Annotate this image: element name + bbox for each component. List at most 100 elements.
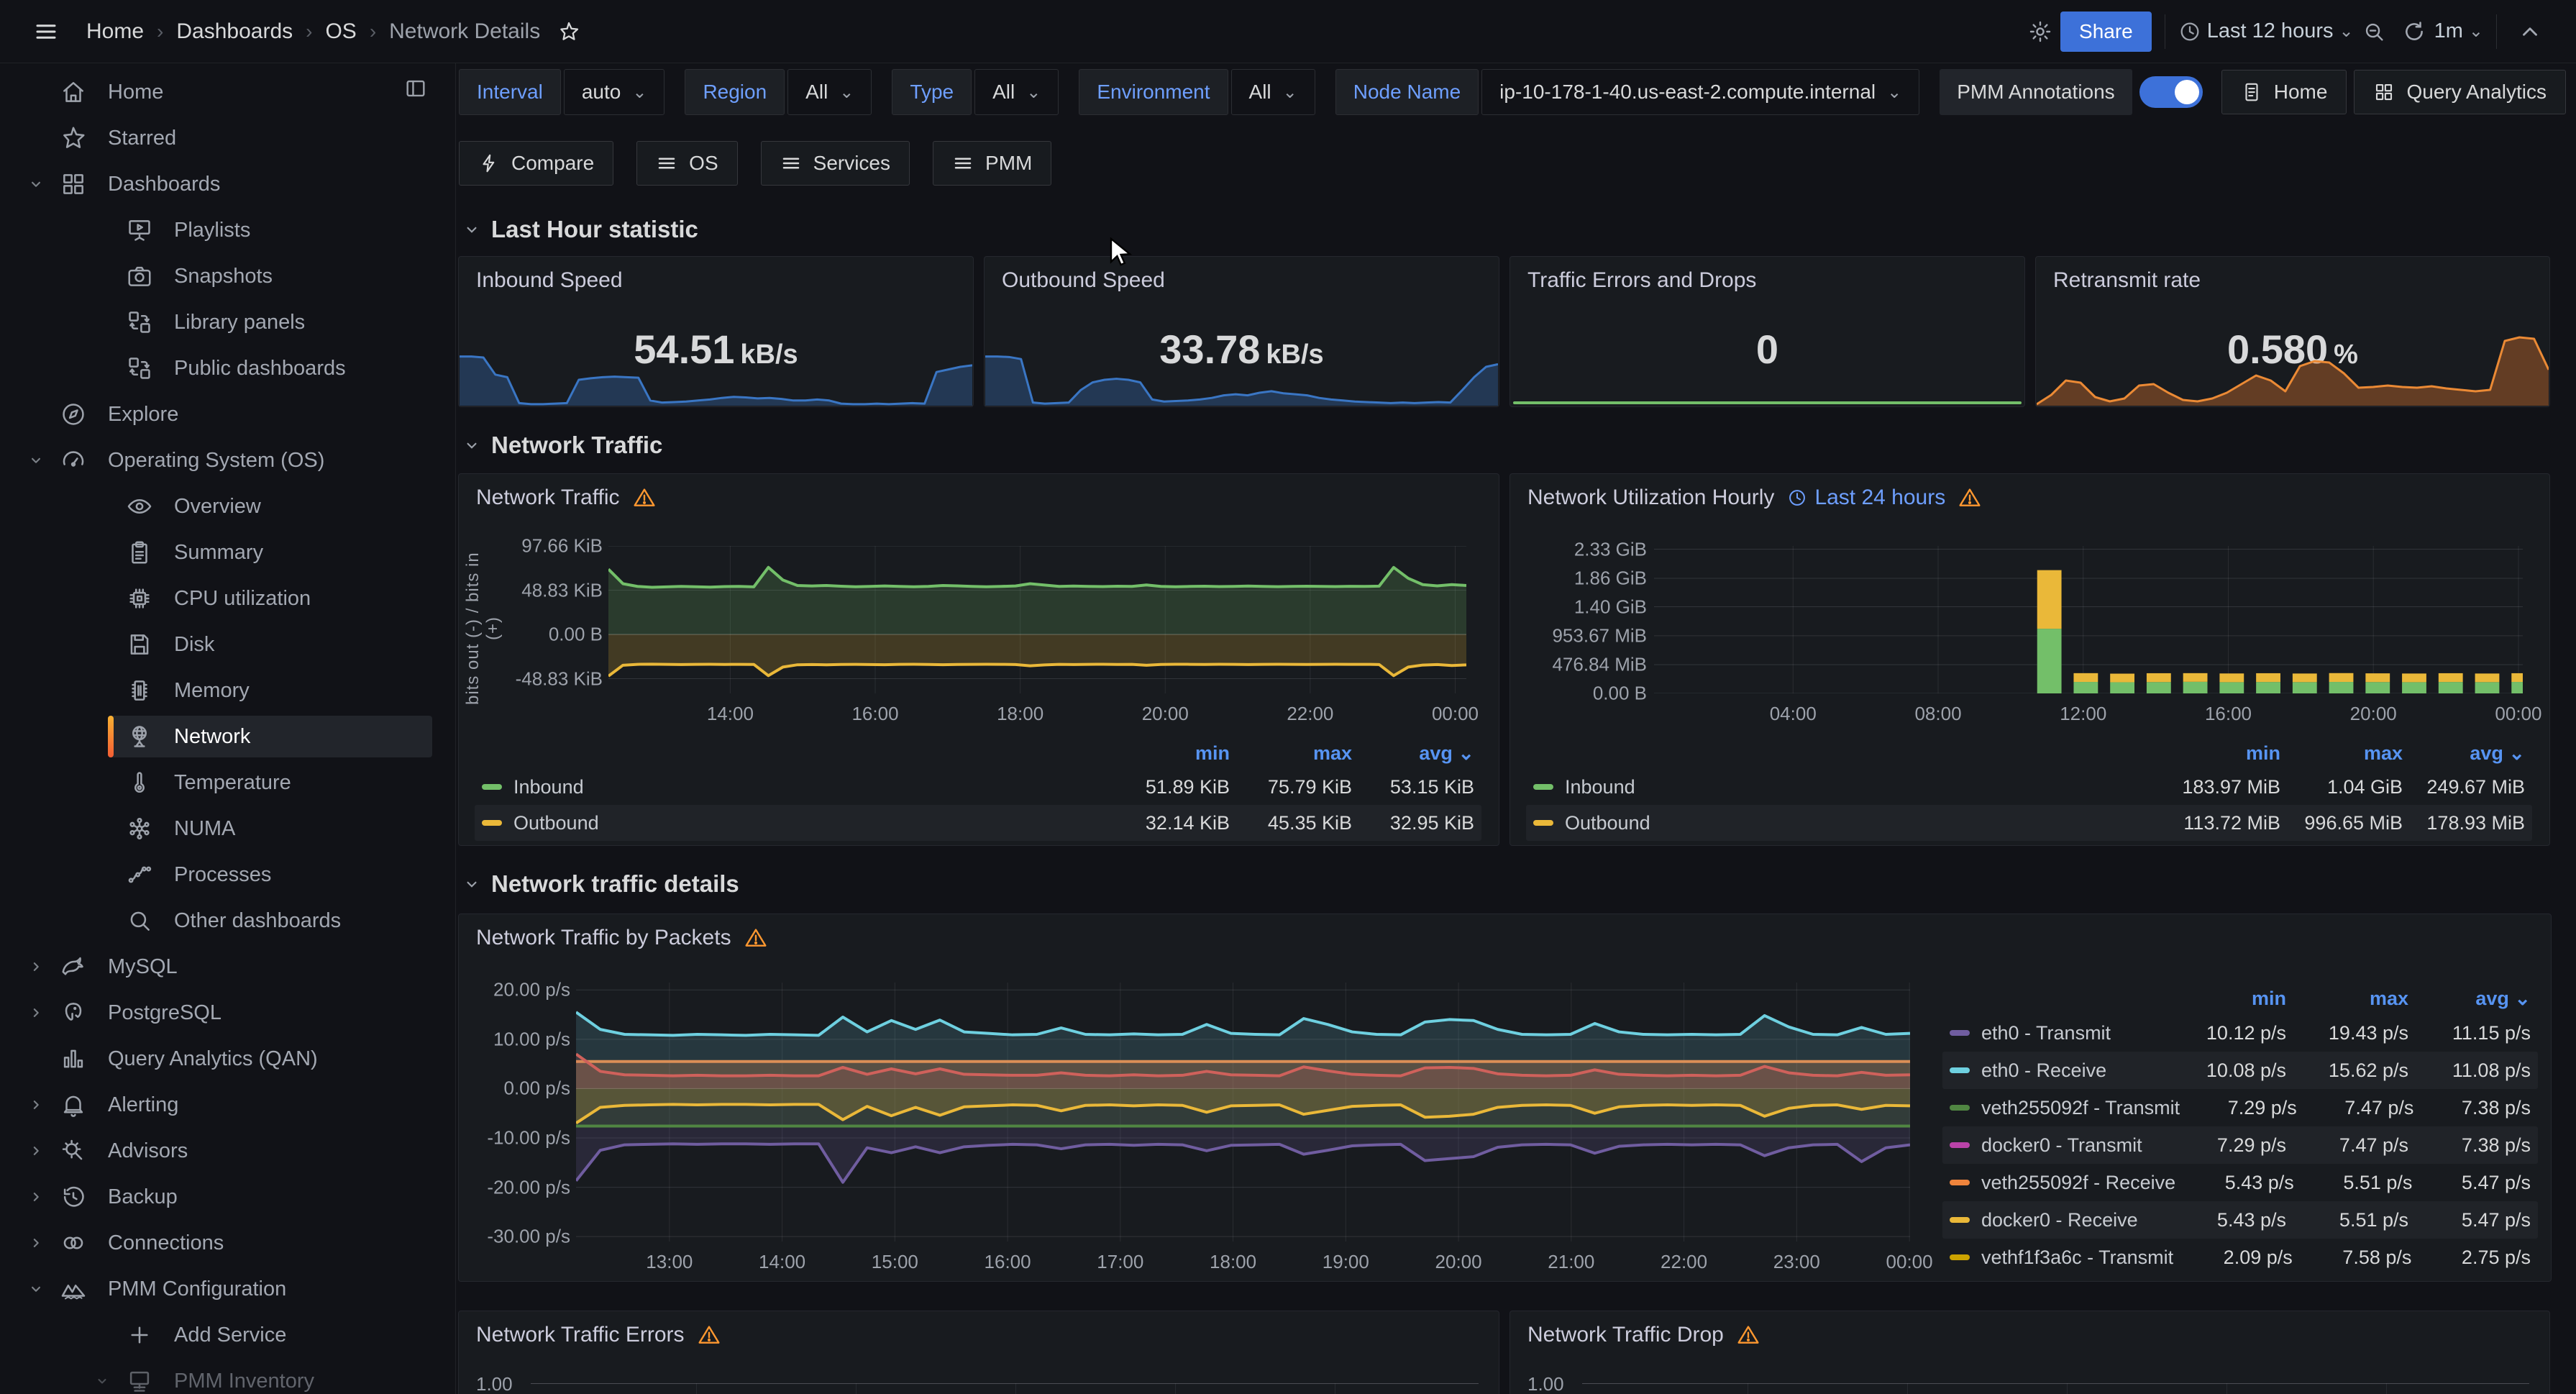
warning-icon[interactable] (633, 486, 656, 509)
warning-icon[interactable] (1737, 1324, 1760, 1347)
sidebar-item-add-service[interactable]: Add Service (0, 1312, 455, 1358)
packets-chart[interactable] (576, 983, 1910, 1242)
legend-row-eth0-receive[interactable]: eth0 - Receive10.08 p/s15.62 p/s11.08 p/… (1942, 1052, 2538, 1089)
compare-link-button[interactable]: Compare (459, 141, 613, 186)
sidebar-item-cpu-utilization[interactable]: CPU utilization (0, 575, 455, 621)
interval-select[interactable]: auto⌄ (564, 69, 665, 115)
legend-column-min[interactable]: min (1107, 742, 1230, 765)
sidebar-item-network[interactable]: Network (0, 714, 455, 760)
environment-select[interactable]: All⌄ (1231, 69, 1315, 115)
sidebar-item-playlists[interactable]: Playlists (0, 207, 455, 253)
legend-column-max[interactable]: max (1230, 742, 1352, 765)
sidebar-item-backup[interactable]: Backup (0, 1174, 455, 1220)
favorite-star-icon[interactable] (553, 12, 585, 52)
chevron-right-icon[interactable] (14, 1003, 58, 1022)
sidebar-item-summary[interactable]: Summary (0, 529, 455, 575)
kiosk-mode-caret-up-icon[interactable] (2510, 12, 2550, 52)
sidebar-item-public-dashboards[interactable]: Public dashboards (0, 345, 455, 391)
legend-row-docker0-receive[interactable]: docker0 - Receive5.43 p/s5.51 p/s5.47 p/… (1942, 1201, 2538, 1239)
panel-outbound-speed[interactable]: Outbound Speed 33.78kB/s (984, 256, 1499, 407)
breadcrumb-os[interactable]: OS (325, 19, 356, 44)
chevron-right-icon[interactable] (14, 1188, 58, 1206)
sidebar-item-library-panels[interactable]: Library panels (0, 299, 455, 345)
section-last-hour-statistic[interactable]: Last Hour statistic (462, 216, 698, 243)
sidebar-item-connections[interactable]: Connections (0, 1220, 455, 1266)
type-select[interactable]: All⌄ (974, 69, 1059, 115)
panel-retransmit-rate[interactable]: Retransmit rate 0.580% (2035, 256, 2550, 407)
dashboard-settings-gear-icon[interactable] (2020, 12, 2060, 52)
legend-column-min[interactable]: min (2158, 742, 2280, 765)
chevron-right-icon[interactable] (14, 957, 58, 976)
legend-column-max[interactable]: max (2286, 988, 2408, 1010)
sidebar-item-explore[interactable]: Explore (0, 391, 455, 437)
home-button[interactable]: Home (2221, 70, 2347, 114)
chevron-right-icon[interactable] (14, 1234, 58, 1252)
sidebar-item-advisors[interactable]: Advisors (0, 1128, 455, 1174)
region-select[interactable]: All⌄ (787, 69, 872, 115)
pmm-annotations-toggle[interactable] (2139, 76, 2203, 108)
legend-row-veth255092f-receive[interactable]: veth255092f - Receive5.43 p/s5.51 p/s5.4… (1942, 1164, 2538, 1201)
sidebar-item-overview[interactable]: Overview (0, 483, 455, 529)
zoom-out-icon[interactable] (2354, 12, 2394, 52)
panel-traffic-errors-and-drops[interactable]: Traffic Errors and Drops 0 (1509, 256, 2025, 407)
sidebar-item-temperature[interactable]: Temperature (0, 760, 455, 806)
sidebar-item-numa[interactable]: NUMA (0, 806, 455, 852)
legend-column-avg[interactable]: avg ⌄ (1352, 742, 1474, 765)
services-link-button[interactable]: Services (761, 141, 910, 186)
legend-column-avg[interactable]: avg ⌄ (2408, 988, 2531, 1010)
sidebar-item-disk[interactable]: Disk (0, 621, 455, 668)
legend-row-outbound[interactable]: Outbound32.14 KiB45.35 KiB32.95 KiB (475, 805, 1481, 841)
legend-row-outbound[interactable]: Outbound113.72 MiB996.65 MiB178.93 MiB (1526, 805, 2532, 841)
sidebar-item-pmm-configuration[interactable]: PMM Configuration (0, 1266, 455, 1312)
collapse-sidebar-icon[interactable] (403, 76, 428, 104)
time-badge[interactable]: Last 24 hours (1787, 486, 1945, 510)
breadcrumb-home[interactable]: Home (86, 19, 144, 44)
sidebar-item-snapshots[interactable]: Snapshots (0, 253, 455, 299)
sidebar-item-dashboards[interactable]: Dashboards (0, 161, 455, 207)
sidebar-item-query-analytics-qan[interactable]: Query Analytics (QAN) (0, 1036, 455, 1082)
network-utilization-chart[interactable] (1654, 546, 2523, 693)
chevron-right-icon[interactable] (14, 1142, 58, 1160)
sidebar-item-pmm-inventory[interactable]: PMM Inventory (0, 1358, 455, 1394)
sidebar-item-other-dashboards[interactable]: Other dashboards (0, 898, 455, 944)
warning-icon[interactable] (1958, 486, 1981, 509)
section-network-traffic-details[interactable]: Network traffic details (462, 870, 739, 898)
refresh-icon[interactable] (2394, 12, 2434, 52)
chevron-down-icon[interactable] (14, 175, 58, 193)
sidebar-item-operating-system-os[interactable]: Operating System (OS) (0, 437, 455, 483)
panel-inbound-speed[interactable]: Inbound Speed 54.51kB/s (458, 256, 974, 407)
panel-network-utilization-hourly[interactable]: Network Utilization Hourly Last 24 hours… (1509, 473, 2550, 846)
chevron-down-icon[interactable] (58, 1372, 124, 1390)
sidebar-item-mysql[interactable]: MySQL (0, 944, 455, 990)
legend-row-docker0-transmit[interactable]: docker0 - Transmit7.29 p/s7.47 p/s7.38 p… (1942, 1126, 2538, 1164)
os-link-button[interactable]: OS (636, 141, 737, 186)
query-analytics-button[interactable]: Query Analytics (2354, 70, 2566, 114)
legend-row-veth255092f-transmit[interactable]: veth255092f - Transmit7.29 p/s7.47 p/s7.… (1942, 1089, 2538, 1126)
legend-column-min[interactable]: min (2164, 988, 2286, 1010)
time-range-picker[interactable]: Last 12 hours ⌄ (2178, 19, 2354, 43)
sidebar-item-postgresql[interactable]: PostgreSQL (0, 990, 455, 1036)
panel-network-traffic-by-packets[interactable]: Network Traffic by Packets 20.00 p/s10.0… (458, 914, 2552, 1282)
chevron-down-icon[interactable] (14, 1280, 58, 1298)
sidebar-item-home[interactable]: Home (0, 69, 455, 115)
pmm-link-button[interactable]: PMM (933, 141, 1051, 186)
share-button[interactable]: Share (2060, 12, 2152, 52)
panel-network-traffic-drop[interactable]: Network Traffic Drop 1.00 (1509, 1311, 2550, 1394)
sidebar-item-alerting[interactable]: Alerting (0, 1082, 455, 1128)
breadcrumb-dashboards[interactable]: Dashboards (176, 19, 293, 44)
network-traffic-chart[interactable] (608, 546, 1466, 693)
panel-network-traffic[interactable]: Network Traffic bits out (-) / bits in (… (458, 473, 1499, 846)
sidebar-item-starred[interactable]: Starred (0, 115, 455, 161)
chevron-down-icon[interactable] (14, 451, 58, 470)
refresh-interval-picker[interactable]: 1m ⌄ (2434, 19, 2483, 43)
legend-row-inbound[interactable]: Inbound183.97 MiB1.04 GiB249.67 MiB (1526, 769, 2532, 805)
section-network-traffic[interactable]: Network Traffic (462, 432, 662, 459)
sidebar-item-processes[interactable]: Processes (0, 852, 455, 898)
legend-column-max[interactable]: max (2280, 742, 2403, 765)
panel-network-traffic-errors[interactable]: Network Traffic Errors 1.00 (458, 1311, 1499, 1394)
sidebar-item-memory[interactable]: Memory (0, 668, 455, 714)
warning-icon[interactable] (744, 926, 767, 949)
chevron-right-icon[interactable] (14, 1095, 58, 1114)
legend-row-eth0-transmit[interactable]: eth0 - Transmit10.12 p/s19.43 p/s11.15 p… (1942, 1014, 2538, 1052)
legend-row-inbound[interactable]: Inbound51.89 KiB75.79 KiB53.15 KiB (475, 769, 1481, 805)
